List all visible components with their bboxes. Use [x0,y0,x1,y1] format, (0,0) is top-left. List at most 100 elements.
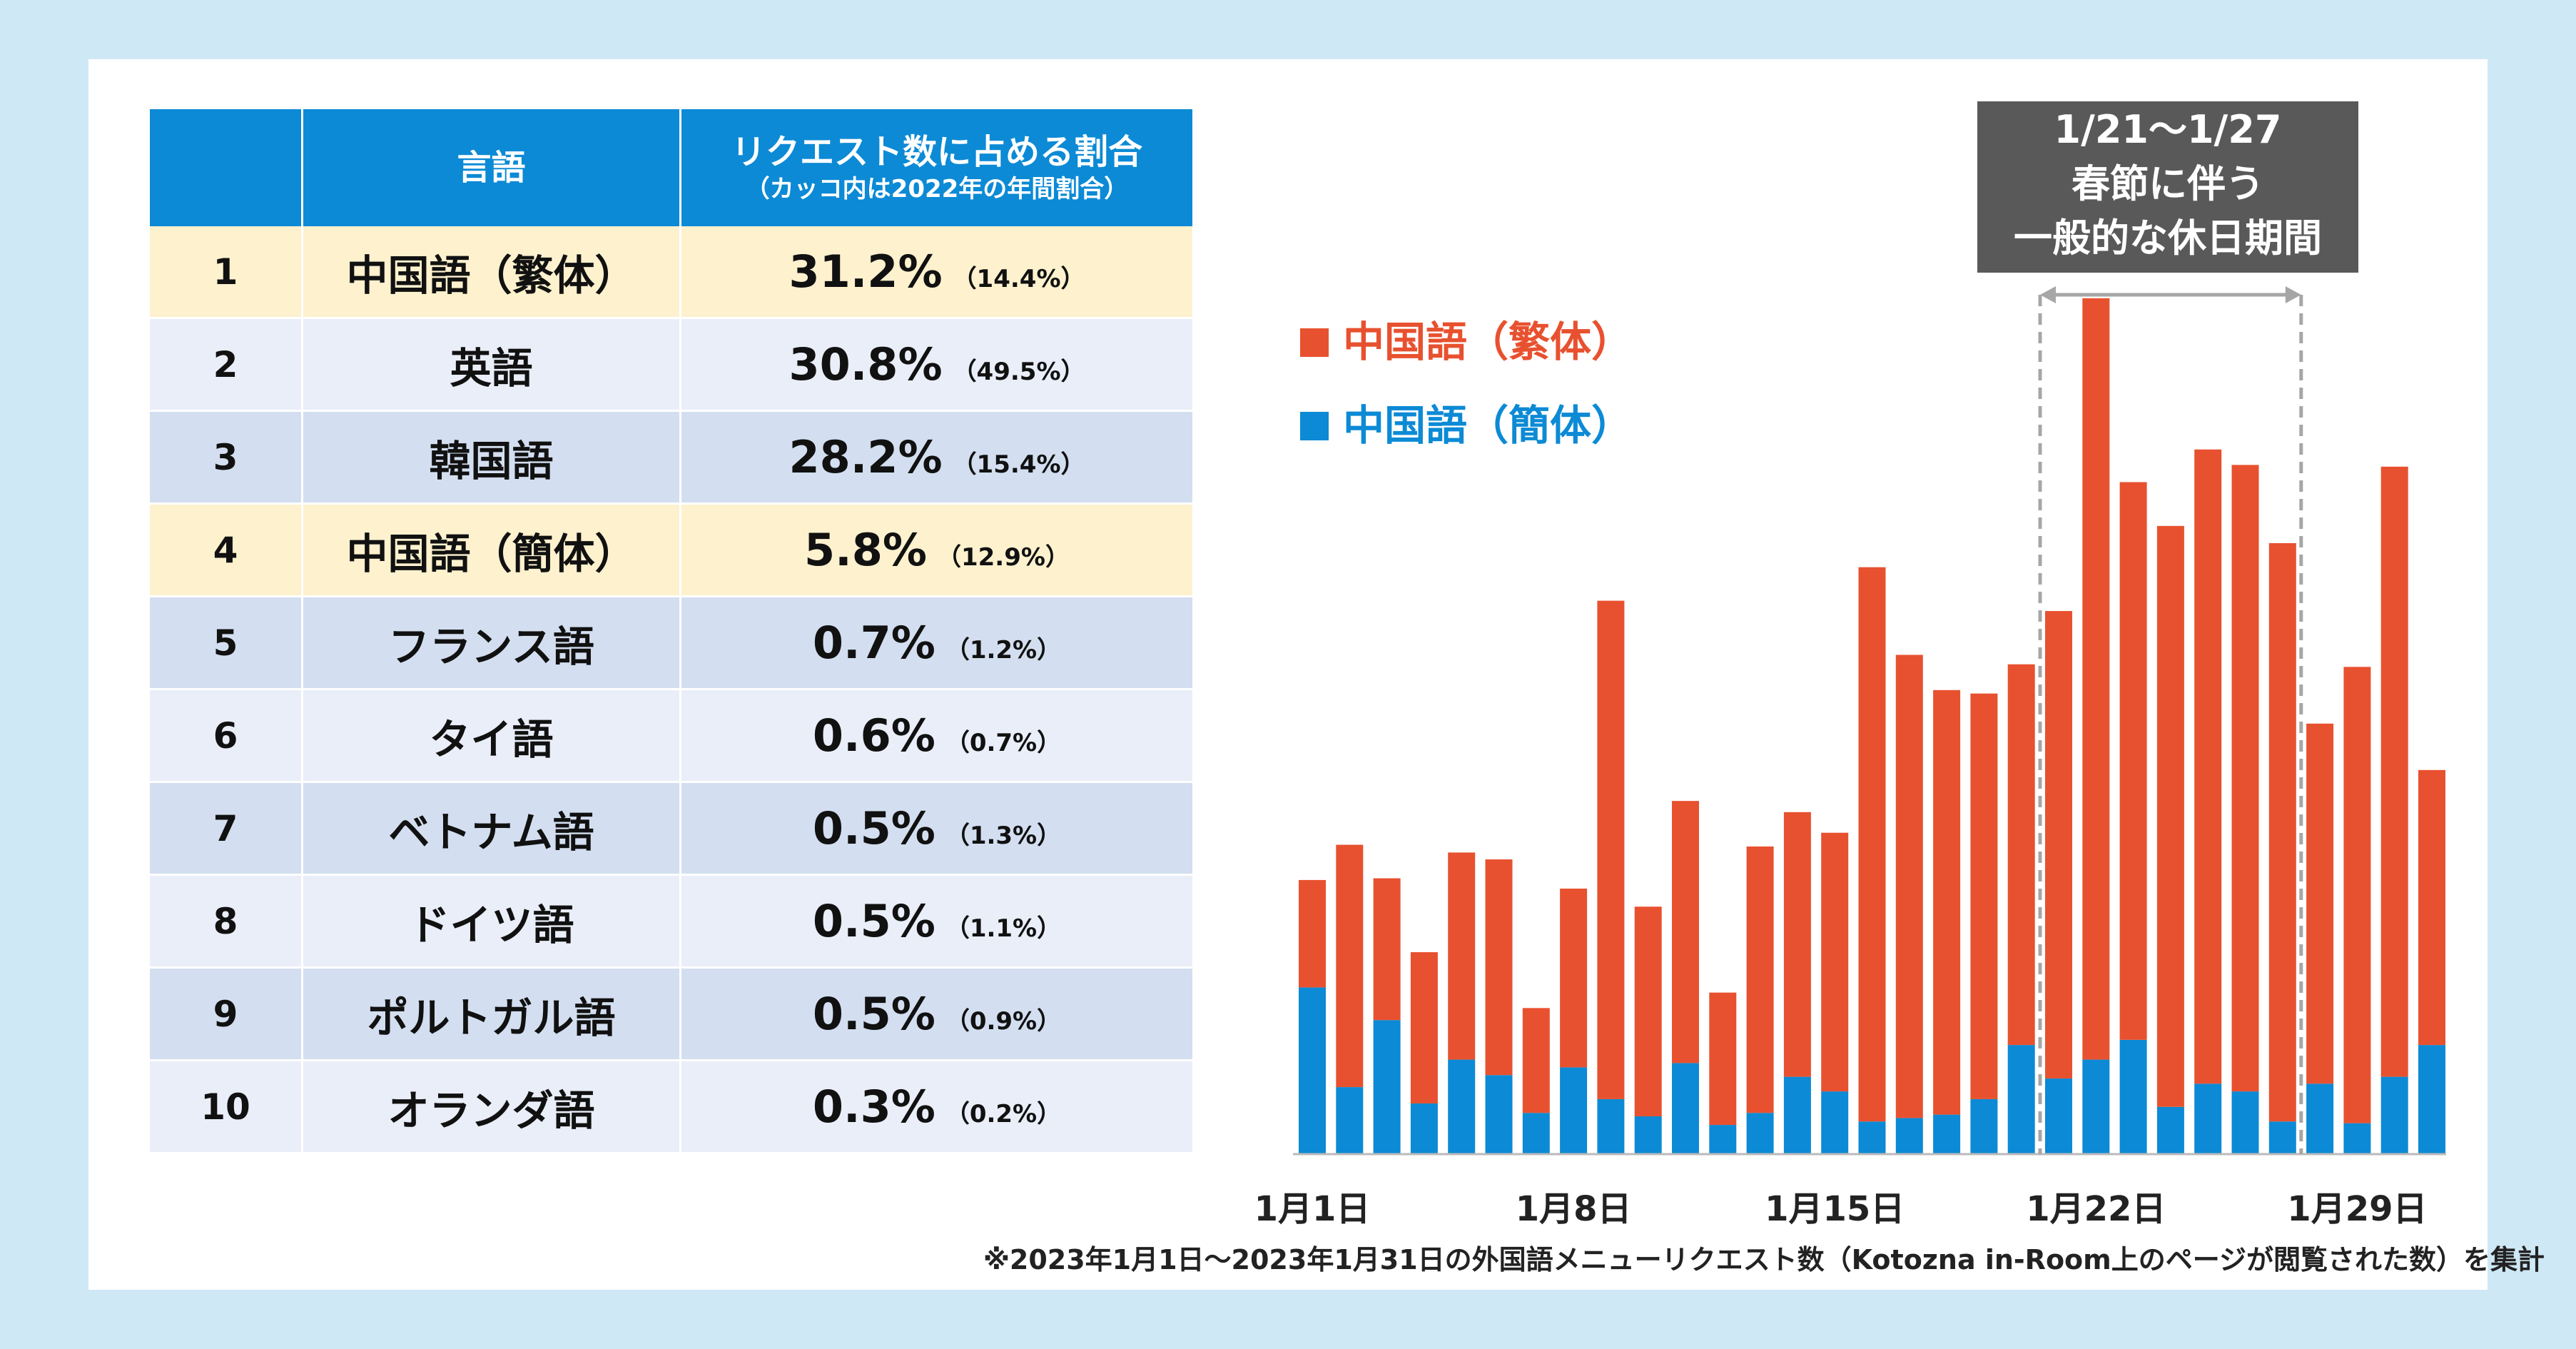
language-cell: ベトナム語 [302,782,681,876]
bar-traditional-day-9 [1597,600,1625,1099]
rank-cell: 5 [150,596,303,690]
header-language-label: 言語 [457,148,526,188]
rank-cell: 9 [150,967,303,1061]
x-tick-label: 1月29日 [2287,1189,2427,1229]
legend-swatch-simplified [1300,412,1329,440]
rank-cell: 2 [150,318,303,412]
annotation-line: 春節に伴う [2072,161,2264,206]
bar-traditional-day-30 [2380,466,2408,1077]
header-share-sublabel: （カッコ内は2022年の年間割合） [745,175,1129,203]
bar-simplified-day-20 [2007,1045,2035,1154]
language-cell: ポルトガル語 [302,967,681,1061]
legend-swatch-traditional [1300,328,1329,357]
language-share-table: 言語 リクエスト数に占める割合 （カッコ内は2022年の年間割合） 1 中国語（… [150,109,1192,1154]
table-row: 1 中国語（繁体） 31.2% （14.4%） [150,226,1192,319]
share-value: 0.5% [812,988,935,1040]
bar-simplified-day-8 [1560,1067,1588,1154]
bar-simplified-day-2 [1336,1087,1364,1154]
share-2022-value: （14.4%） [952,265,1085,293]
bar-traditional-day-3 [1373,878,1401,1021]
share-cell: 0.7% （1.2%） [680,596,1192,690]
bar-traditional-day-13 [1746,846,1774,1113]
share-cell: 0.6% （0.7%） [680,689,1192,783]
share-cell: 0.5% （0.9%） [680,967,1192,1061]
language-cell: 中国語（繁体） [302,226,681,319]
share-2022-value: （0.9%） [945,1007,1062,1036]
language-cell: フランス語 [302,596,681,690]
share-2022-value: （1.1%） [945,914,1062,943]
bar-traditional-day-7 [1522,1008,1550,1113]
bar-simplified-day-14 [1783,1076,1811,1154]
table-row: 4 中国語（簡体） 5.8% （12.9%） [150,503,1192,597]
header-share: リクエスト数に占める割合 （カッコ内は2022年の年間割合） [680,109,1192,226]
bar-traditional-day-17 [1895,655,1923,1118]
bar-traditional-day-26 [2231,465,2259,1092]
bar-traditional-day-24 [2156,525,2184,1107]
rank-cell: 3 [150,410,303,505]
rank-cell: 6 [150,689,303,783]
rank-cell: 4 [150,503,303,597]
annotation-box [1977,101,2358,273]
bar-traditional-day-25 [2194,449,2222,1084]
bar-traditional-day-11 [1672,801,1699,1063]
bar-traditional-day-2 [1336,844,1364,1088]
bar-traditional-day-21 [2045,611,2072,1079]
bar-traditional-day-4 [1410,952,1438,1103]
share-cell: 30.8% （49.5%） [680,318,1192,412]
arrow-head-right [2285,286,2301,303]
bar-simplified-day-29 [2343,1123,2371,1154]
language-cell: オランダ語 [302,1060,681,1154]
footnote: ※2023年1月1日〜2023年1月31日の外国語メニューリクエスト数（Koto… [983,1244,2545,1275]
share-value: 0.5% [812,802,935,854]
x-tick-label: 1月15日 [1765,1189,1905,1229]
language-cell: タイ語 [302,689,681,783]
header-language: 言語 [302,109,681,226]
share-cell: 31.2% （14.4%） [680,226,1192,319]
share-2022-value: （0.7%） [945,729,1062,757]
bar-simplified-day-24 [2156,1106,2184,1154]
table-row: 7 ベトナム語 0.5% （1.3%） [150,782,1192,876]
bar-simplified-day-25 [2194,1083,2222,1154]
header-share-label: リクエスト数に占める割合 [731,132,1142,172]
header-rank [150,109,303,226]
bar-simplified-day-28 [2306,1083,2334,1154]
share-cell: 0.5% （1.1%） [680,874,1192,969]
bar-simplified-day-12 [1709,1125,1737,1154]
annotation-line: 一般的な休日期間 [2014,216,2322,261]
bar-simplified-day-16 [1858,1121,1886,1154]
bar-traditional-day-28 [2306,723,2334,1084]
rank-cell: 8 [150,874,303,969]
bar-simplified-day-9 [1597,1098,1625,1154]
bar-traditional-day-18 [1933,689,1961,1115]
bar-simplified-day-15 [1821,1091,1849,1154]
bar-simplified-day-3 [1373,1020,1401,1154]
share-value: 0.7% [812,617,935,669]
table-row: 6 タイ語 0.6% （0.7%） [150,689,1192,783]
share-cell: 5.8% （12.9%） [680,503,1192,597]
holiday-annotation: 1/21〜1/27 春節に伴う 一般的な休日期間 [1977,101,2358,1154]
bar-traditional-day-8 [1560,888,1588,1068]
bar-traditional-day-1 [1299,879,1326,988]
bar-traditional-day-27 [2268,542,2296,1122]
bar-group [1299,298,2445,1154]
bar-traditional-day-22 [2082,298,2110,1060]
bar-simplified-day-11 [1672,1063,1699,1154]
bar-traditional-day-29 [2343,667,2371,1123]
bar-simplified-day-5 [1448,1059,1476,1154]
share-cell: 0.5% （1.3%） [680,782,1192,876]
bar-simplified-day-21 [2045,1078,2072,1154]
share-value: 0.6% [812,709,935,762]
bar-traditional-day-10 [1634,906,1662,1117]
bar-simplified-day-31 [2418,1045,2445,1154]
bar-traditional-day-15 [1821,832,1849,1092]
bar-simplified-day-22 [2082,1059,2110,1154]
language-cell: 中国語（簡体） [302,503,681,597]
arrow-head-left [2040,286,2056,303]
language-cell: ドイツ語 [302,874,681,969]
bar-traditional-day-16 [1858,567,1886,1122]
share-value: 30.8% [788,338,943,390]
bar-traditional-day-20 [2007,664,2035,1046]
bar-simplified-day-27 [2268,1121,2296,1154]
x-tick-label: 1月8日 [1516,1189,1632,1229]
